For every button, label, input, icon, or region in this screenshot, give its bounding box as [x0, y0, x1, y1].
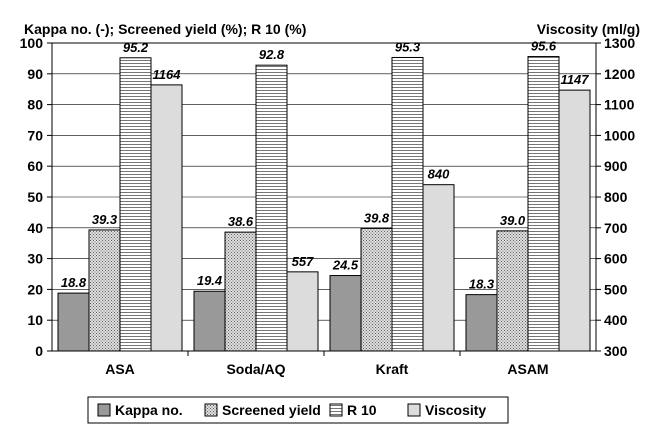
left-tick-label: 60	[27, 158, 43, 174]
legend-swatch	[329, 403, 343, 417]
legend: Kappa no. Screened yield R 10 Viscosity	[87, 396, 509, 424]
right-tick-label: 900	[604, 158, 628, 174]
bar-r-10	[527, 56, 560, 352]
left-tick-label: 0	[35, 343, 43, 359]
data-label: 95.6	[531, 39, 557, 54]
bar-screened-yield	[496, 230, 529, 352]
left-tick-label: 80	[27, 97, 43, 113]
data-label: 39.3	[92, 212, 118, 227]
bar-viscosity	[286, 271, 319, 352]
left-axis-ticks: 0 10 20 30 40 50 60 70 80 90 100	[20, 35, 52, 359]
bar-screened-yield	[88, 229, 121, 352]
left-tick-label: 20	[27, 281, 43, 297]
legend-frame	[87, 396, 509, 424]
bar-screened-yield	[360, 227, 393, 352]
bar-kappa-no-	[57, 292, 90, 352]
bar-kappa-no-	[193, 290, 226, 352]
data-label: 39.8	[364, 210, 390, 225]
legend-swatch	[204, 403, 218, 417]
data-label: 18.3	[469, 277, 495, 292]
data-label: 92.8	[259, 47, 285, 62]
legend-label: Viscosity	[425, 402, 486, 418]
data-label: 24.5	[332, 258, 359, 273]
data-label: 19.4	[197, 273, 223, 288]
right-tick-label: 600	[604, 251, 628, 267]
legend-label: Screened yield	[222, 402, 321, 418]
data-label: 18.8	[61, 275, 87, 290]
data-label: 1147	[561, 72, 590, 87]
bar-viscosity	[422, 184, 455, 352]
bar-kappa-no-	[465, 294, 498, 352]
right-tick-label: 1200	[604, 66, 635, 82]
right-axis-title: Viscosity (ml/g)	[537, 21, 640, 37]
category-label: ASA	[105, 361, 135, 377]
right-tick-label: 400	[604, 312, 628, 328]
left-tick-label: 100	[20, 35, 44, 51]
category-label: Soda/AQ	[226, 361, 285, 377]
bar-viscosity	[150, 84, 183, 352]
data-label: 840	[428, 167, 450, 182]
legend-swatch	[97, 403, 111, 417]
left-tick-label: 50	[27, 189, 43, 205]
legend-label: Kappa no.	[115, 402, 183, 418]
right-tick-label: 1000	[604, 127, 635, 143]
data-labels: 18.8 39.3 95.2 1164 19.4 38.6 92.8 557 24.5 39.8 9…	[61, 39, 589, 292]
right-tick-label: 1300	[604, 35, 635, 51]
category-label: Kraft	[376, 361, 409, 377]
left-tick-label: 30	[27, 251, 43, 267]
right-tick-label: 300	[604, 343, 628, 359]
right-tick-label: 500	[604, 281, 628, 297]
data-label: 557	[292, 254, 314, 269]
left-axis-title: Kappa no. (-); Screened yield (%); R 10 …	[24, 21, 306, 37]
data-label: 95.2	[123, 40, 149, 55]
right-tick-label: 700	[604, 220, 628, 236]
bar-r-10	[391, 56, 424, 352]
data-label: 38.6	[228, 214, 254, 229]
left-tick-label: 40	[27, 220, 43, 236]
legend-swatch	[407, 403, 421, 417]
bars	[57, 56, 591, 352]
right-tick-label: 1100	[604, 97, 635, 113]
legend-label: R 10	[347, 402, 377, 418]
left-tick-label: 90	[27, 66, 43, 82]
data-label: 95.3	[395, 39, 421, 54]
bar-kappa-no-	[329, 275, 362, 352]
left-tick-label: 70	[27, 127, 43, 143]
bar-screened-yield	[224, 231, 257, 352]
right-tick-label: 800	[604, 189, 628, 205]
category-label: ASAM	[507, 361, 548, 377]
bar-r-10	[255, 64, 288, 352]
right-axis-ticks: 300 400 500 600 700 800 900 1000 1100 1200 1300	[596, 35, 635, 359]
data-label: 39.0	[500, 213, 526, 228]
data-label: 1164	[153, 67, 182, 82]
left-tick-label: 10	[27, 312, 43, 328]
bar-viscosity	[558, 89, 591, 352]
bar-r-10	[119, 57, 152, 352]
category-labels: ASA Soda/AQ Kraft ASAM	[105, 351, 549, 377]
